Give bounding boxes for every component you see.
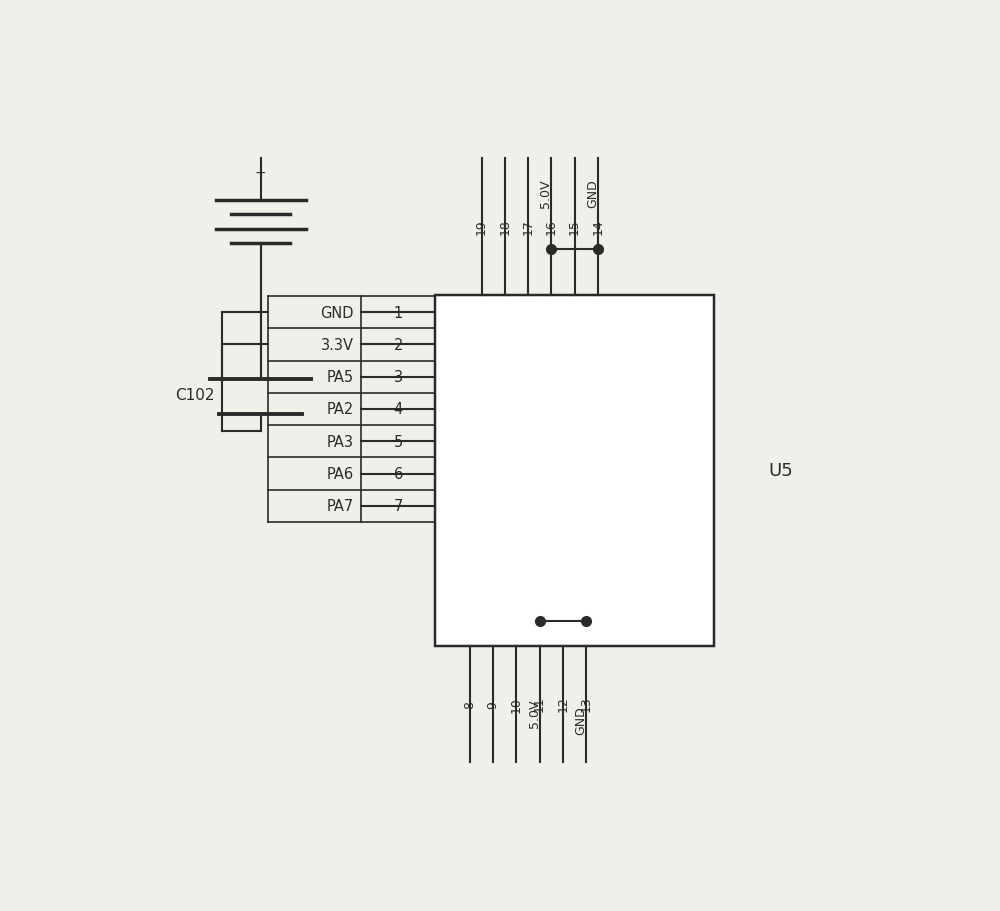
Text: 2: 2 (394, 337, 403, 353)
Text: U5: U5 (768, 462, 793, 479)
Text: 10: 10 (510, 696, 523, 711)
Text: 5.0V: 5.0V (528, 699, 541, 727)
Text: C102: C102 (175, 388, 215, 403)
Text: PA5: PA5 (326, 370, 354, 384)
Text: 15: 15 (568, 219, 581, 235)
Text: 16: 16 (545, 219, 558, 235)
Text: 11: 11 (533, 696, 546, 711)
Text: 12: 12 (556, 696, 569, 711)
Text: 9: 9 (487, 700, 500, 708)
Text: 3.3V: 3.3V (321, 337, 354, 353)
Text: 7: 7 (394, 499, 403, 514)
Text: 5.0V: 5.0V (539, 179, 552, 208)
Text: PA3: PA3 (327, 435, 354, 449)
Text: 6: 6 (394, 466, 403, 482)
Text: 14: 14 (591, 219, 604, 235)
Text: 17: 17 (522, 219, 534, 235)
Text: PA6: PA6 (326, 466, 354, 482)
Text: +: + (255, 166, 266, 179)
Text: GND: GND (574, 705, 587, 734)
Text: 19: 19 (475, 219, 488, 235)
Bar (435, 295, 714, 646)
Text: 5: 5 (394, 435, 403, 449)
Text: 18: 18 (498, 219, 511, 235)
Text: 4: 4 (394, 402, 403, 417)
Text: 13: 13 (580, 696, 593, 711)
Text: GND: GND (586, 179, 599, 208)
Text: GND: GND (320, 305, 354, 321)
Text: 1: 1 (394, 305, 403, 321)
Text: 8: 8 (463, 700, 476, 708)
Text: PA7: PA7 (326, 499, 354, 514)
Text: 3: 3 (394, 370, 403, 384)
Text: PA2: PA2 (326, 402, 354, 417)
